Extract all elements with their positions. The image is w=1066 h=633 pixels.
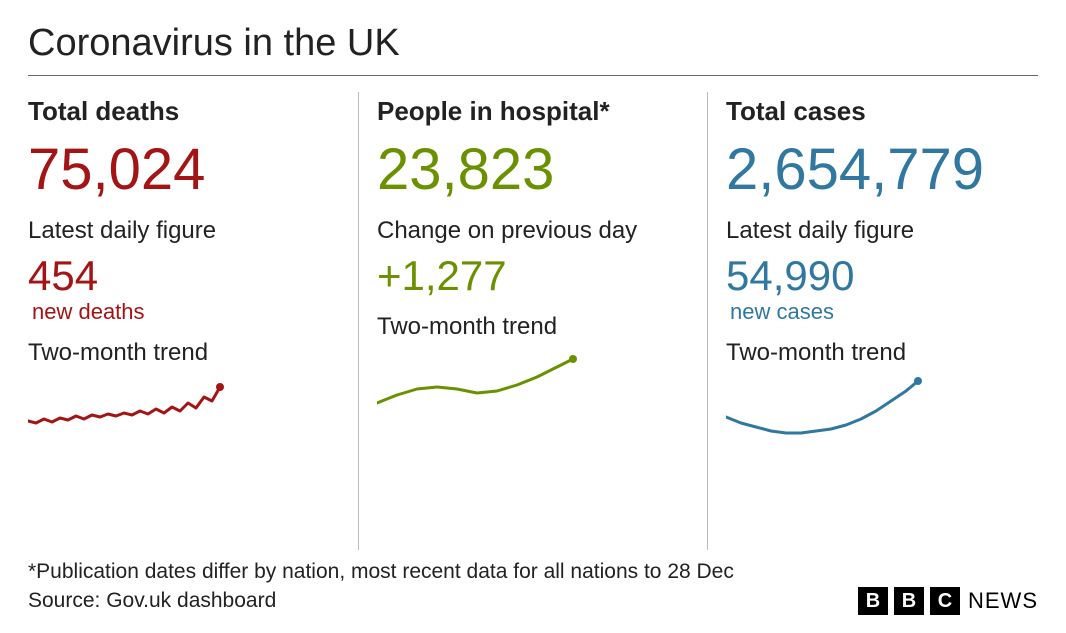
big-number-hospital: 23,823 (377, 141, 689, 199)
trend-label: Two-month trend (28, 339, 340, 367)
page-title: Coronavirus in the UK (28, 22, 1038, 65)
panels-row: Total deaths 75,024 Latest daily figure … (28, 92, 1038, 550)
sparkline-cases (726, 373, 1038, 443)
bbc-news-word: NEWS (968, 588, 1038, 614)
sub-label: Change on previous day (377, 217, 689, 245)
sparkline-end-marker (914, 377, 922, 385)
panel-hospital: People in hospital* 23,823 Change on pre… (358, 92, 707, 550)
panel-deaths: Total deaths 75,024 Latest daily figure … (28, 92, 358, 550)
sparkline-hospital (377, 347, 689, 417)
sparkline-end-marker (569, 355, 577, 363)
panel-heading: Total deaths (28, 96, 340, 127)
footer-text: *Publication dates differ by nation, mos… (28, 558, 734, 615)
sparkline-end-marker (216, 383, 224, 391)
trend-label: Two-month trend (377, 313, 689, 341)
sparkline-path (726, 381, 918, 433)
bbc-box-2: C (930, 587, 960, 615)
panel-heading: Total cases (726, 96, 1038, 127)
second-number-cases: 54,990 (726, 255, 1038, 297)
big-number-deaths: 75,024 (28, 141, 340, 199)
panel-cases: Total cases 2,654,779 Latest daily figur… (707, 92, 1038, 550)
footer-note: *Publication dates differ by nation, mos… (28, 558, 734, 586)
second-number-deaths: 454 (28, 255, 340, 297)
sparkline-path (28, 387, 220, 423)
second-caption-cases: new cases (730, 299, 1038, 325)
sparkline-path (377, 359, 573, 403)
sub-label: Latest daily figure (726, 217, 1038, 245)
title-rule (28, 75, 1038, 76)
trend-label: Two-month trend (726, 339, 1038, 367)
bbc-box-0: B (858, 587, 888, 615)
sub-label: Latest daily figure (28, 217, 340, 245)
footer-source: Source: Gov.uk dashboard (28, 587, 734, 615)
panel-heading: People in hospital* (377, 96, 689, 127)
footer: *Publication dates differ by nation, mos… (28, 558, 1038, 615)
bbc-box-1: B (894, 587, 924, 615)
big-number-cases: 2,654,779 (726, 141, 1038, 199)
second-caption-deaths: new deaths (32, 299, 340, 325)
infographic-card: Coronavirus in the UK Total deaths 75,02… (0, 0, 1066, 633)
sparkline-deaths (28, 373, 340, 443)
second-number-hospital: +1,277 (377, 255, 689, 297)
bbc-logo: B B C NEWS (858, 587, 1038, 615)
